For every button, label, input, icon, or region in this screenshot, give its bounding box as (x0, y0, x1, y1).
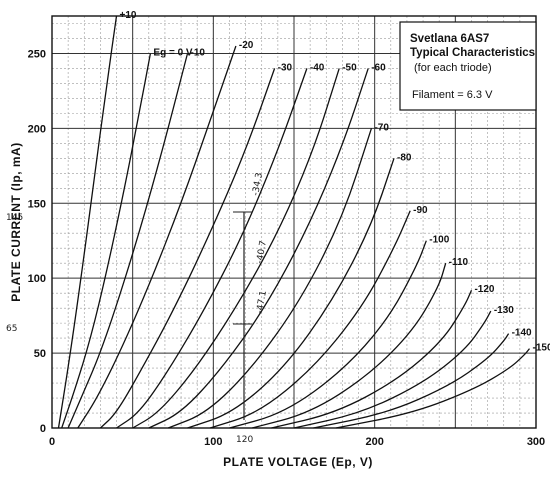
curve-label: -100 (429, 235, 449, 246)
x-tick-label: 300 (527, 436, 545, 448)
y-mark-145: 145 (6, 213, 23, 223)
plate-curve (335, 348, 531, 429)
curve-label: -90 (413, 205, 428, 216)
y-tick-label: 0 (40, 423, 46, 435)
curve-label: Eg = 0 V (153, 47, 193, 58)
y-tick-label: 150 (28, 198, 46, 210)
plate-curve (116, 68, 308, 429)
note-3: -47.1 (255, 290, 269, 315)
curve-label: -70 (374, 122, 389, 133)
x-axis-title: PLATE VOLTAGE (Ep, V) (223, 455, 373, 469)
plate-curve (99, 68, 276, 429)
handwritten-annotations: 120 145 65 -34.3 -40.7 -47.1 (6, 172, 269, 445)
plate-curve (313, 333, 510, 429)
y-axis-title: PLATE CURRENT (Ip, mA) (9, 142, 23, 301)
title-line-1: Svetlana 6AS7 (410, 33, 489, 45)
plate-curve (67, 53, 189, 429)
y-tick-label: 200 (28, 123, 46, 135)
y-tick-label: 250 (28, 48, 46, 60)
plate-curve (57, 15, 118, 429)
x-tick-label: 100 (204, 436, 222, 448)
curve-label: -150 (533, 343, 550, 354)
plate-curve (77, 45, 237, 429)
curve-label: -50 (342, 62, 357, 73)
x-mark-120: 120 (236, 435, 253, 445)
x-tick-labels: 0 100 200 300 (49, 436, 545, 448)
filament-note: Filament = 6.3 V (412, 89, 493, 101)
y-tick-label: 100 (28, 273, 46, 285)
curve-label: -10 (191, 47, 206, 58)
curve-label: -120 (474, 284, 494, 295)
note-2: -40.7 (255, 240, 269, 265)
plate-curve (167, 128, 373, 429)
curve-label: +10 (120, 10, 137, 21)
title-line-2: Typical Characteristics (410, 47, 535, 59)
y-tick-label: 50 (34, 348, 46, 360)
x-tick-label: 200 (365, 436, 383, 448)
plate-curves (57, 15, 531, 429)
plate-curve (61, 53, 152, 429)
plate-curve (229, 240, 427, 429)
curve-label: -80 (397, 152, 412, 163)
curve-label: -130 (494, 305, 514, 316)
plate-curve (271, 289, 473, 429)
x-tick-label: 0 (49, 436, 55, 448)
plate-curve (148, 68, 369, 429)
plate-curve (209, 210, 411, 429)
title-box: Svetlana 6AS7 Typical Characteristics (f… (399, 21, 537, 111)
curve-label: -60 (371, 62, 386, 73)
curve-label: -40 (310, 62, 325, 73)
curve-label: -20 (239, 40, 254, 51)
y-tick-labels: 0 50 100 150 200 250 (28, 48, 46, 435)
curve-label: -30 (278, 62, 293, 73)
plate-curve (293, 310, 492, 429)
title-line-3: (for each triode) (414, 62, 492, 74)
curve-label: -110 (449, 257, 469, 268)
title-box-frame (399, 21, 537, 111)
plate-curve (132, 68, 340, 429)
curve-label: -140 (512, 328, 532, 339)
note-1: -34.3 (251, 172, 265, 197)
plate-curve (251, 263, 447, 429)
curve-labels: +10 Eg = 0 V-10 -20 -30 -40 -50 -60 -70 -80 -90 -1… (120, 10, 550, 354)
y-mark-65: 65 (6, 324, 17, 334)
